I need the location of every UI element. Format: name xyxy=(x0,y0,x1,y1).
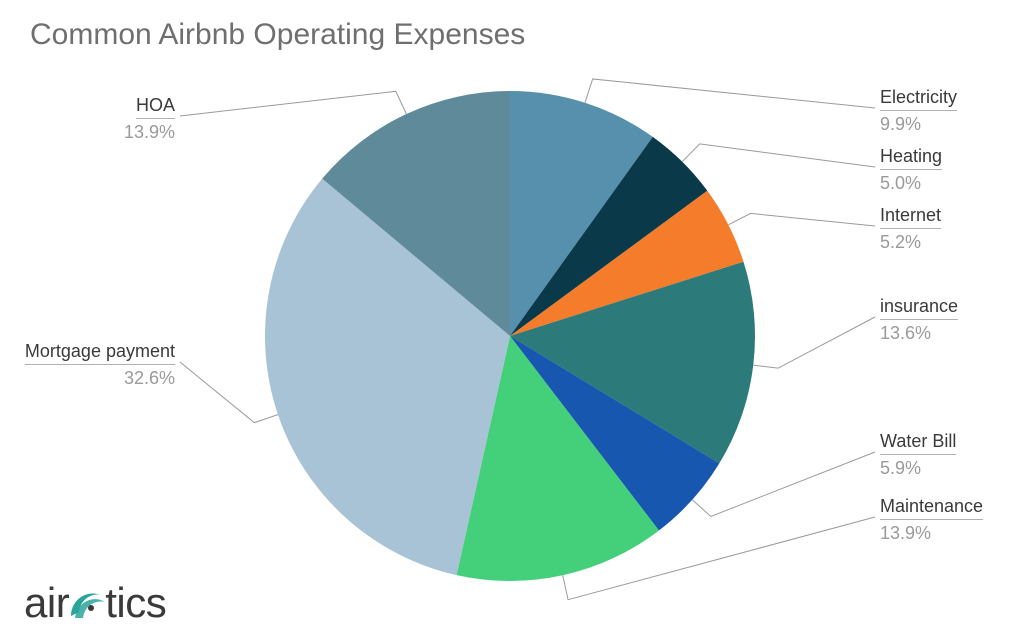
slice-label: Electricity9.9% xyxy=(880,86,957,135)
slice-label-percent: 13.6% xyxy=(880,322,958,345)
slice-label-percent: 32.6% xyxy=(25,367,175,390)
slice-label: Internet5.2% xyxy=(880,204,941,253)
slice-label: insurance13.6% xyxy=(880,295,958,344)
leader-line xyxy=(753,317,875,368)
slice-label-name: Mortgage payment xyxy=(25,340,175,365)
slice-label: Water Bill5.9% xyxy=(880,430,956,479)
leader-line xyxy=(728,213,875,226)
slice-label-name: Maintenance xyxy=(880,495,983,520)
slice-label-percent: 5.2% xyxy=(880,231,941,254)
slice-label: HOA13.9% xyxy=(124,94,175,143)
slice-label: Maintenance13.9% xyxy=(880,495,983,544)
slice-label-percent: 9.9% xyxy=(880,113,957,136)
slice-label-name: insurance xyxy=(880,295,958,320)
slice-label-percent: 5.0% xyxy=(880,172,942,195)
slice-label-name: Internet xyxy=(880,204,941,229)
leader-line xyxy=(682,144,875,167)
leader-line xyxy=(180,91,406,116)
slice-label-percent: 13.9% xyxy=(124,121,175,144)
slice-label-percent: 5.9% xyxy=(880,457,956,480)
slice-label-name: Water Bill xyxy=(880,430,956,455)
logo-swoosh-icon xyxy=(67,582,107,624)
slice-label-name: HOA xyxy=(136,94,175,119)
leader-line xyxy=(180,362,278,423)
slice-label: Mortgage payment32.6% xyxy=(25,340,175,389)
slice-label-name: Heating xyxy=(880,145,942,170)
logo-text-right: tics xyxy=(105,579,166,627)
slice-label-percent: 13.9% xyxy=(880,522,983,545)
slice-label-name: Electricity xyxy=(880,86,957,111)
slice-label: Heating5.0% xyxy=(880,145,942,194)
leader-line xyxy=(585,79,875,108)
logo-text-left: air xyxy=(24,579,69,627)
brand-logo: air tics xyxy=(24,579,166,627)
